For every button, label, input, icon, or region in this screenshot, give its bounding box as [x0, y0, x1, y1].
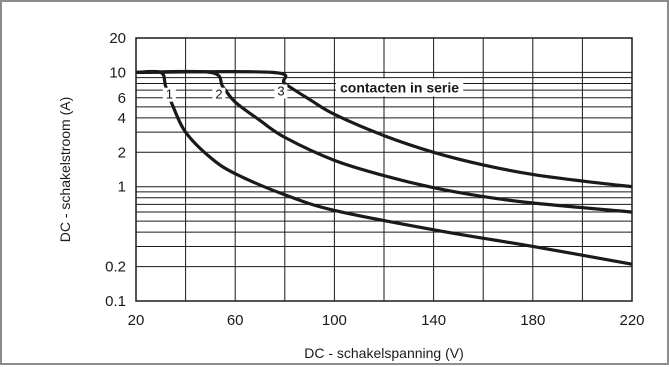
- x-tick-label: 60: [227, 312, 244, 329]
- series-label-2: 2: [215, 87, 222, 102]
- series-line-2: [135, 69, 633, 214]
- x-tick-label: 20: [128, 312, 145, 329]
- x-axis-title: DC - schakelspanning (V): [304, 345, 464, 361]
- series-labels: 1 2 3: [162, 83, 288, 102]
- series-line-1: [135, 69, 633, 266]
- x-tick-label: 220: [619, 312, 644, 329]
- y-tick-label: 6: [118, 90, 126, 107]
- plot-border: [135, 37, 633, 302]
- y-tick-label: 20: [109, 30, 126, 47]
- series-label-bg: [162, 87, 176, 102]
- series-line-3: [135, 69, 633, 189]
- series-label-3: 3: [277, 83, 284, 98]
- y-tick-label: 10: [109, 64, 126, 81]
- series-label-bg: [212, 87, 226, 102]
- x-tick-label: 100: [322, 312, 347, 329]
- x-tick-label: 180: [520, 312, 545, 329]
- series-lines: [135, 69, 633, 266]
- y-tick-label: 0.1: [105, 293, 126, 310]
- y-tick-label: 1: [118, 179, 126, 196]
- series-label-bg: [274, 84, 288, 99]
- tick-labels: 20 60 100 140 180 220 20 10 6 4 2 1 0.2 0.1: [105, 30, 644, 329]
- y-tick-label: 0.2: [105, 259, 126, 276]
- y-axis-title: DC - schakelstroom (A): [57, 97, 73, 242]
- y-tick-label: 2: [118, 144, 126, 161]
- annotation-bg: [336, 78, 464, 97]
- y-tick-label: 4: [118, 110, 126, 127]
- annotation-contacten-in-serie: contacten in serie: [340, 79, 459, 95]
- grid: [135, 37, 633, 302]
- x-tick-label: 140: [421, 312, 446, 329]
- series-label-1: 1: [166, 87, 173, 102]
